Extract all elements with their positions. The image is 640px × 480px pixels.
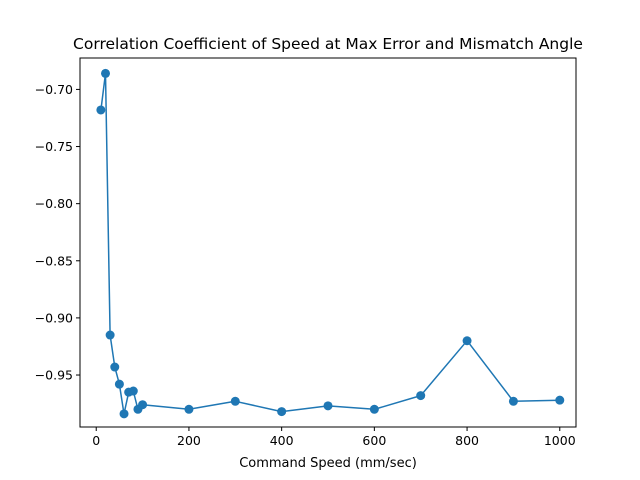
data-point [462,336,472,346]
axes-frame [79,57,577,428]
x-axis: 0 200 400 600 800 1000 [92,427,576,448]
data-point [138,400,148,410]
x-tick-label: 800 [455,433,479,448]
data-point [323,401,333,411]
data-point [369,404,379,414]
data-point [184,404,194,414]
x-tick-label: 1000 [544,433,576,448]
y-tick-label: −0.95 [35,368,73,383]
data-point [508,396,518,406]
x-tick-label: 0 [92,433,100,448]
data-point [105,330,115,340]
y-tick-label: −0.80 [35,196,73,211]
data-point [100,68,110,78]
data-point [277,407,287,417]
data-point [110,362,120,372]
y-tick-label: −0.70 [35,82,73,97]
data-point [114,379,124,389]
data-point [555,395,565,405]
y-axis: −0.95 −0.90 −0.85 −0.80 −0.75 −0.70 [35,82,80,383]
plot-area [96,68,565,419]
data-point [128,386,138,396]
data-point [230,396,240,406]
x-tick-label: 600 [362,433,386,448]
x-tick-label: 400 [270,433,294,448]
y-tick-label: −0.85 [35,253,73,268]
data-point [96,105,106,115]
x-tick-label: 200 [177,433,201,448]
data-point [119,409,129,419]
data-point [416,391,426,401]
y-tick-label: −0.90 [35,310,73,325]
x-axis-label: Command Speed (mm/sec) [239,456,417,471]
chart-title: Correlation Coefficient of Speed at Max … [73,35,583,53]
y-tick-label: −0.75 [35,139,73,154]
